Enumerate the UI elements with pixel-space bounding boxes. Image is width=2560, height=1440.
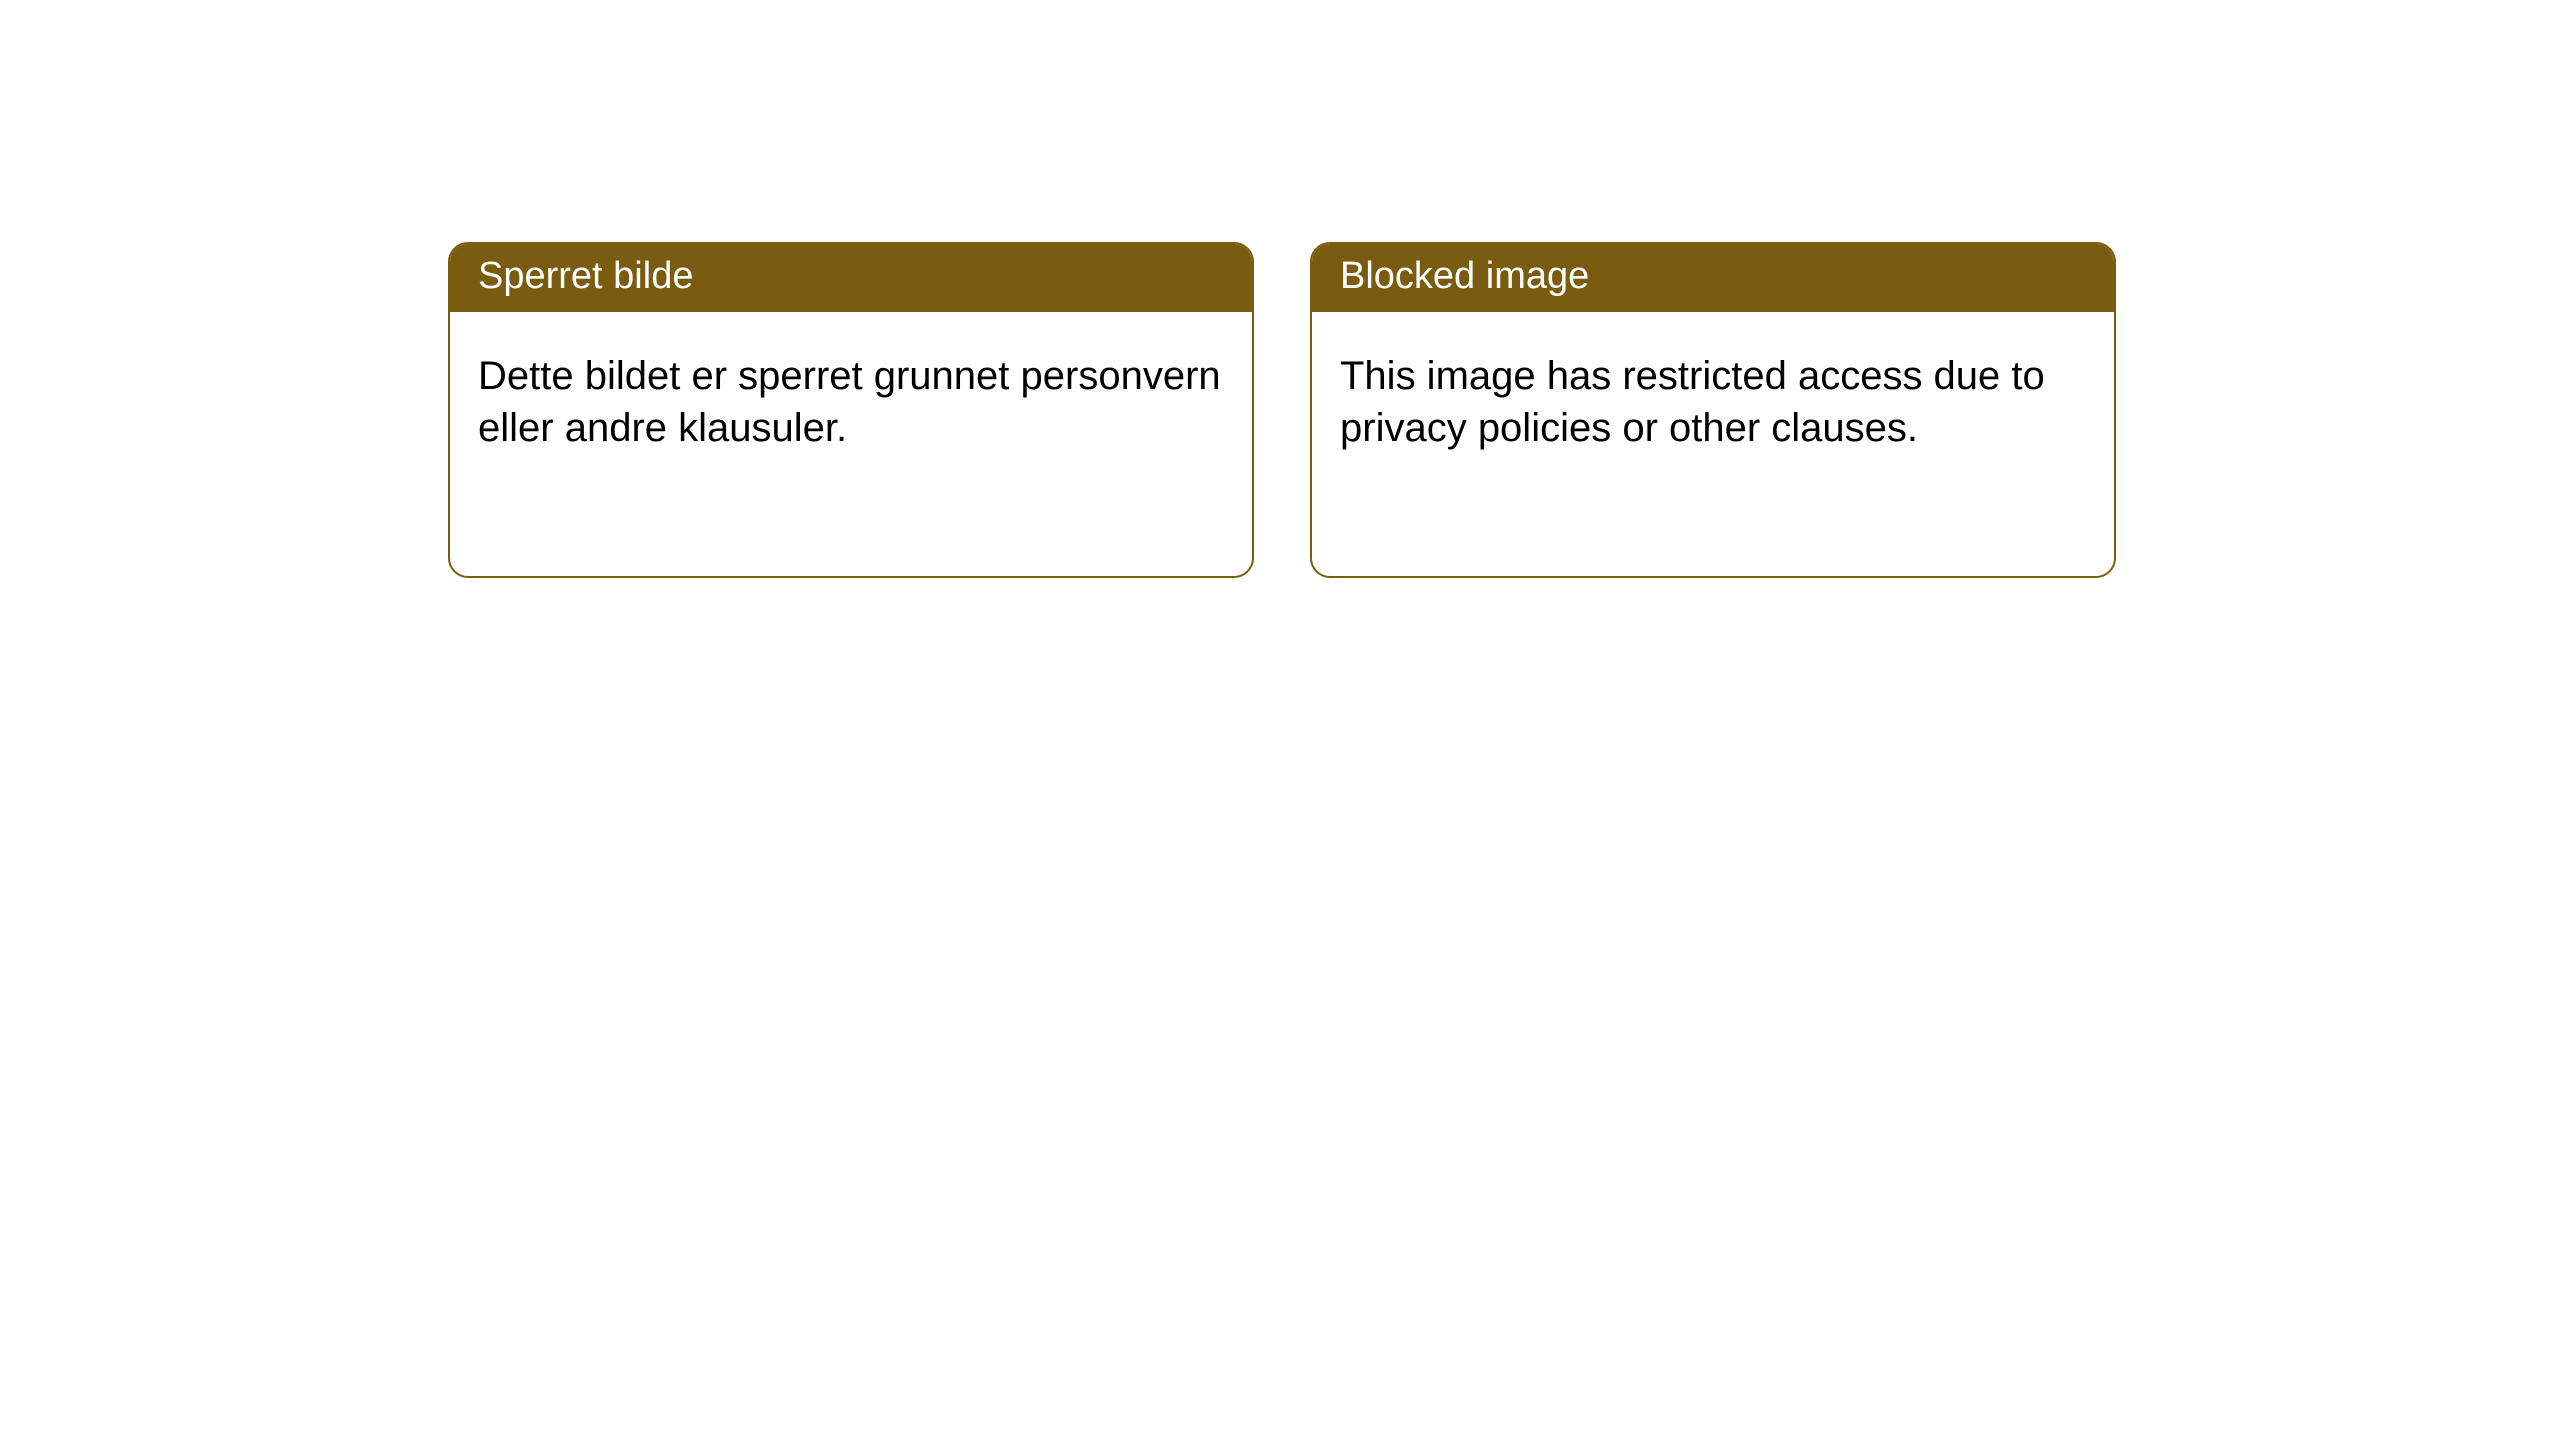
card-title: Sperret bilde [478,255,693,297]
card-body: Dette bildet er sperret grunnet personve… [450,312,1252,576]
card-title: Blocked image [1340,255,1589,297]
notice-card-norwegian: Sperret bilde Dette bildet er sperret gr… [448,242,1254,578]
card-body-text: Dette bildet er sperret grunnet personve… [478,354,1221,450]
notice-card-english: Blocked image This image has restricted … [1310,242,2116,578]
card-header: Blocked image [1312,244,2114,312]
card-body: This image has restricted access due to … [1312,312,2114,576]
card-body-text: This image has restricted access due to … [1340,354,2045,450]
card-header: Sperret bilde [450,244,1252,312]
notice-container: Sperret bilde Dette bildet er sperret gr… [0,0,2560,578]
